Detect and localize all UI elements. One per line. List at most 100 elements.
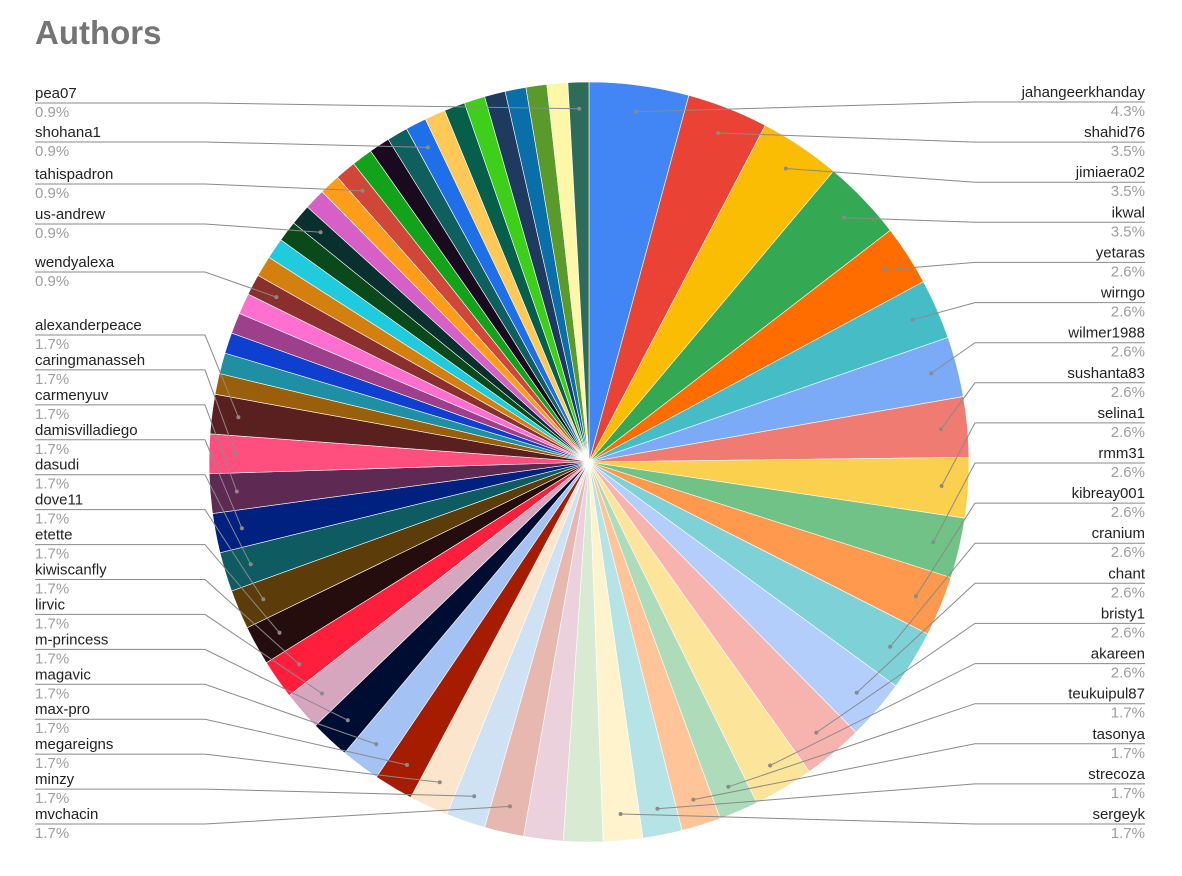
leader-dot-caringmanasseh bbox=[233, 452, 238, 457]
slice-percent-label-alexanderpeace: 1.7% bbox=[35, 336, 69, 353]
slice-name-label-max-pro: max-pro bbox=[35, 701, 90, 718]
slice-percent-label-kibreay001: 2.6% bbox=[1111, 504, 1145, 521]
leader-line-yetaras bbox=[885, 261, 1145, 271]
pie-slice-pea07[interactable] bbox=[567, 81, 590, 463]
slice-percent-label-wilmer1988: 2.6% bbox=[1111, 344, 1145, 361]
leader-line-shahid76 bbox=[718, 132, 1145, 143]
slice-percent-label-tahispadron: 0.9% bbox=[35, 185, 69, 202]
slice-percent-label-cranium: 2.6% bbox=[1111, 544, 1145, 561]
leader-line-minzy bbox=[35, 788, 475, 797]
slice-percent-label-tasonya: 1.7% bbox=[1111, 745, 1145, 762]
slice-name-label-chant: chant bbox=[1108, 565, 1146, 582]
slice-percent-label-lirvic: 1.7% bbox=[35, 615, 69, 632]
leader-dot-cranium bbox=[888, 644, 893, 649]
slice-percent-label-jahangeerkhanday: 4.3% bbox=[1111, 103, 1145, 120]
slice-percent-label-rmm31: 2.6% bbox=[1111, 464, 1145, 481]
slice-percent-label-max-pro: 1.7% bbox=[35, 720, 69, 737]
leader-dot-megareigns bbox=[437, 780, 442, 785]
slice-percent-label-damisvilladiego: 1.7% bbox=[35, 441, 69, 458]
slice-name-label-jimiaera02: jimiaera02 bbox=[1075, 164, 1145, 181]
leader-dot-dove11 bbox=[261, 597, 266, 602]
slice-name-label-ikwal: ikwal bbox=[1112, 204, 1145, 221]
chart-title: Authors bbox=[35, 14, 162, 51]
slice-percent-label-sergeyk: 1.7% bbox=[1111, 825, 1145, 842]
leader-dot-jimiaera02 bbox=[783, 166, 788, 171]
leader-line-akareen bbox=[769, 663, 1145, 766]
leader-line-tahispadron bbox=[35, 183, 363, 192]
slice-percent-label-chant: 2.6% bbox=[1111, 584, 1145, 601]
leader-line-dove11 bbox=[35, 509, 264, 600]
slice-percent-label-magavic: 1.7% bbox=[35, 685, 69, 702]
leader-dot-max-pro bbox=[405, 762, 409, 767]
leader-line-lirvic bbox=[35, 613, 323, 694]
leader-dot-kibreay001 bbox=[913, 594, 918, 599]
slice-name-label-lirvic: lirvic bbox=[35, 596, 65, 613]
slice-percent-label-bristy1: 2.6% bbox=[1111, 624, 1145, 641]
leader-line-teukuipul87 bbox=[728, 703, 1145, 788]
leader-line-kiwiscanfly bbox=[35, 579, 300, 665]
leader-dot-us-andrew bbox=[318, 230, 323, 235]
slice-percent-label-strecoza: 1.7% bbox=[1111, 785, 1145, 802]
leader-dot-wendyalexa bbox=[274, 295, 279, 300]
leader-dot-kiwiscanfly bbox=[297, 662, 302, 667]
leader-dot-wirngo bbox=[910, 317, 915, 322]
leader-line-bristy1 bbox=[816, 622, 1145, 734]
leader-dot-shahid76 bbox=[716, 131, 721, 135]
leader-line-ikwal bbox=[844, 217, 1145, 223]
leader-line-rmm31 bbox=[932, 462, 1145, 543]
slice-name-label-dove11: dove11 bbox=[35, 492, 83, 509]
leader-line-wilmer1988 bbox=[930, 342, 1145, 374]
leader-line-damisvilladiego bbox=[35, 439, 243, 529]
leader-dot-wilmer1988 bbox=[929, 371, 934, 376]
slice-name-label-caringmanasseh: caringmanasseh bbox=[35, 352, 145, 369]
slice-percent-label-yetaras: 2.6% bbox=[1111, 263, 1145, 280]
leader-dot-tahispadron bbox=[360, 188, 365, 193]
slice-name-label-sergeyk: sergeyk bbox=[1092, 806, 1145, 823]
leader-line-cranium bbox=[889, 542, 1145, 648]
slice-name-label-akareen: akareen bbox=[1091, 646, 1145, 663]
leader-line-selina1 bbox=[941, 422, 1145, 487]
leader-dot-dasudi bbox=[248, 562, 253, 567]
leader-dot-damisvilladiego bbox=[239, 526, 244, 531]
leader-line-magavic bbox=[35, 683, 377, 745]
slice-percent-label-akareen: 2.6% bbox=[1111, 665, 1145, 682]
slice-percent-label-dasudi: 1.7% bbox=[35, 476, 69, 493]
leader-dot-bristy1 bbox=[814, 730, 819, 735]
slice-percent-label-selina1: 2.6% bbox=[1111, 424, 1145, 441]
slice-name-label-tasonya: tasonya bbox=[1092, 726, 1145, 743]
slice-name-label-shohana1: shohana1 bbox=[35, 124, 101, 141]
slice-percent-label-pea07: 0.9% bbox=[35, 104, 69, 121]
slice-percent-label-caringmanasseh: 1.7% bbox=[35, 371, 69, 388]
slice-name-label-tahispadron: tahispadron bbox=[35, 166, 113, 183]
leader-line-wirngo bbox=[912, 302, 1145, 321]
slice-name-label-cranium: cranium bbox=[1092, 525, 1145, 542]
leader-dot-selina1 bbox=[939, 484, 944, 488]
slice-name-label-wilmer1988: wilmer1988 bbox=[1067, 325, 1145, 342]
leader-line-pea07 bbox=[35, 102, 580, 110]
slice-name-label-damisvilladiego: damisvilladiego bbox=[35, 422, 138, 439]
slice-name-label-strecoza: strecoza bbox=[1088, 766, 1145, 783]
leader-line-sergeyk bbox=[620, 813, 1145, 825]
slice-percent-label-m-princess: 1.7% bbox=[35, 650, 69, 667]
slice-percent-label-mvchacin: 1.7% bbox=[35, 825, 69, 842]
leader-line-mvchacin bbox=[35, 805, 510, 825]
slice-name-label-shahid76: shahid76 bbox=[1084, 124, 1145, 141]
leader-dot-teukuipul87 bbox=[726, 784, 731, 789]
slice-percent-label-shahid76: 3.5% bbox=[1111, 143, 1145, 160]
leader-dot-minzy bbox=[472, 794, 477, 799]
slice-percent-label-teukuipul87: 1.7% bbox=[1111, 705, 1145, 722]
slice-percent-label-us-andrew: 0.9% bbox=[35, 225, 69, 242]
slice-name-label-carmenyuv: carmenyuv bbox=[35, 387, 109, 404]
leader-line-m-princess bbox=[35, 648, 349, 721]
slice-name-label-dasudi: dasudi bbox=[35, 457, 79, 474]
leader-dot-tasonya bbox=[691, 797, 696, 802]
slice-percent-label-ikwal: 3.5% bbox=[1111, 223, 1145, 240]
slice-labels: jahangeerkhanday 4.3% shahid76 3.5% jimiaera… bbox=[34, 84, 1146, 842]
slice-percent-label-shohana1: 0.9% bbox=[35, 143, 69, 160]
slice-name-label-bristy1: bristy1 bbox=[1101, 605, 1145, 622]
leader-line-max-pro bbox=[35, 718, 408, 766]
leader-dot-sushanta83 bbox=[938, 427, 943, 432]
slice-name-label-us-andrew: us-andrew bbox=[35, 206, 105, 223]
slice-name-label-m-princess: m-princess bbox=[35, 631, 108, 648]
